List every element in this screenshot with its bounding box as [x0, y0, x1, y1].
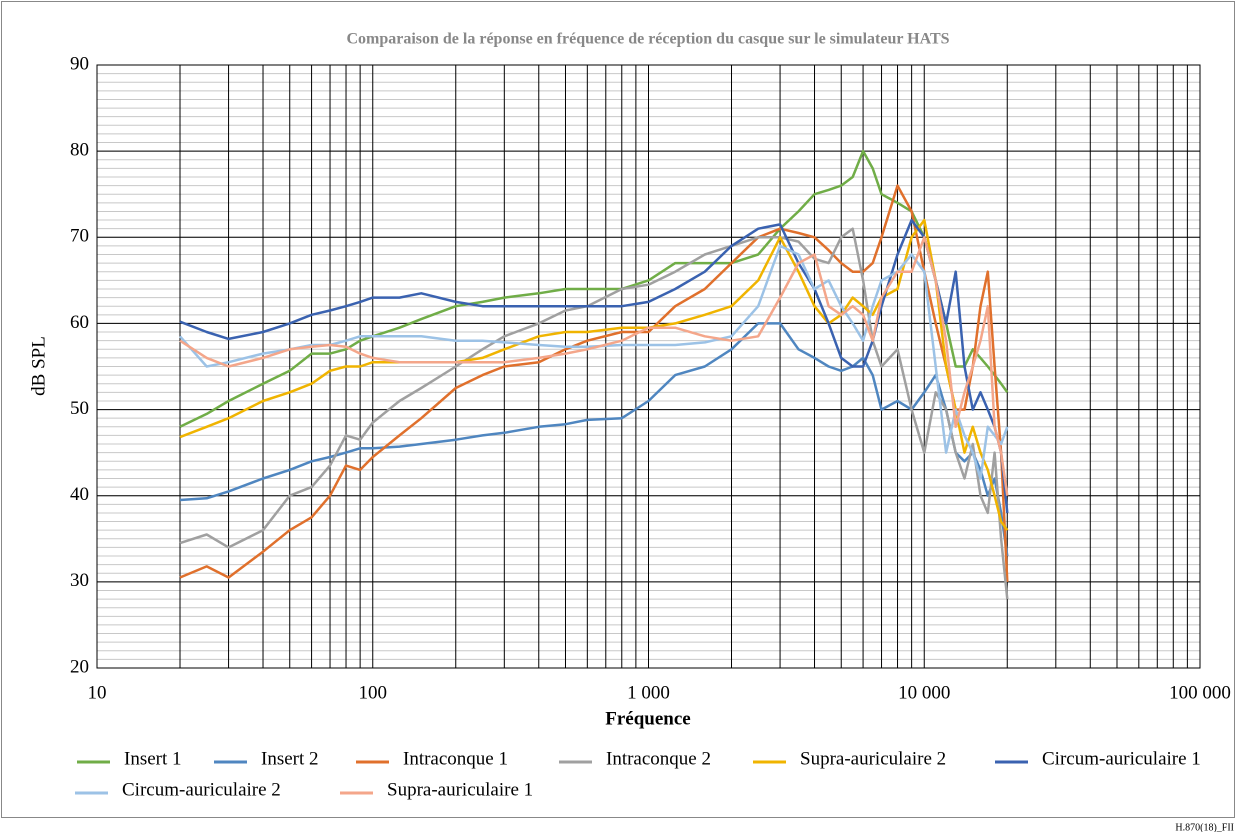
footer: H.870(18)_FII — [1175, 822, 1234, 832]
x-tick-label: 100 — [359, 682, 388, 703]
y-tick-label: 40 — [70, 484, 89, 505]
y-tick-label: 60 — [70, 312, 89, 333]
x-tick-label: 10 000 — [898, 682, 950, 703]
legend-label: Intraconque 2 — [606, 748, 711, 769]
series-line — [179, 236, 1009, 496]
legend-label: Insert 1 — [124, 748, 182, 769]
y-tick-label: 70 — [70, 226, 89, 247]
y-tick-label: 20 — [70, 656, 89, 677]
series-line — [179, 218, 1009, 514]
legend-label: Circum-auriculaire 2 — [122, 779, 281, 800]
legend-label: Insert 2 — [261, 748, 319, 769]
x-tick-label: 10 — [88, 682, 107, 703]
y-tick-label: 30 — [70, 570, 89, 591]
y-tick-label: 50 — [70, 398, 89, 419]
y-tick-label: 90 — [70, 53, 89, 74]
legend-label: Circum-auriculaire 1 — [1042, 748, 1201, 769]
legend-label: Intraconque 1 — [403, 748, 508, 769]
series-line — [179, 244, 1009, 480]
plot-frame — [96, 64, 1201, 669]
legend-label: Supra-auriculaire 1 — [387, 779, 533, 800]
legend-label: Supra-auriculaire 2 — [800, 748, 946, 769]
series-line — [179, 149, 1009, 428]
x-tick-label: 1 000 — [627, 682, 670, 703]
chart-title: Comparaison de la réponse en fréquence d… — [346, 31, 949, 48]
x-tick-label: 100 000 — [1169, 682, 1231, 703]
y-axis-label: dB SPL — [28, 336, 49, 396]
y-tick-label: 80 — [70, 140, 89, 161]
x-axis-label: Fréquence — [605, 708, 690, 729]
